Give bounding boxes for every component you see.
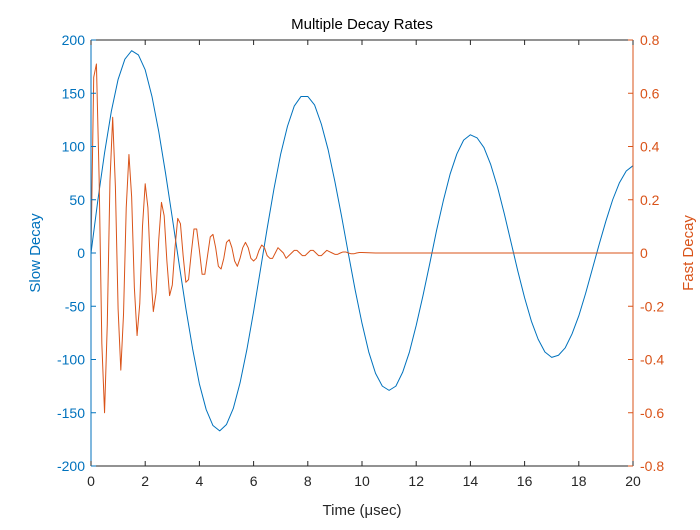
series-line-slow-decay: [90, 50, 634, 432]
y-right-tick-label: 0.6: [640, 85, 660, 101]
x-tick-label: 6: [250, 473, 258, 489]
series-line-fast-decay: [90, 63, 633, 414]
y-right-tick-label: -0.8: [640, 458, 664, 474]
y-right-tick-label: -0.6: [640, 405, 664, 421]
y-left-tick-label: -100: [57, 352, 85, 368]
y-left-tick-label: 200: [62, 32, 86, 48]
y-right-tick-label: -0.2: [640, 298, 664, 314]
y-right-tick-label: 0: [640, 245, 648, 261]
x-tick-label: 4: [196, 473, 204, 489]
y-left-tick-label: -50: [65, 298, 85, 314]
plot-layer: [90, 50, 634, 432]
y-left-tick-label: -200: [57, 458, 85, 474]
y-right-tick-label: 0.2: [640, 192, 660, 208]
y-axis-right-label: Fast Decay: [680, 215, 697, 291]
x-tick-label: 8: [304, 473, 312, 489]
y-right-tick-label: 0.8: [640, 32, 660, 48]
x-axis-label: Time (μsec): [323, 502, 402, 519]
y-left-tick-label: 150: [62, 85, 86, 101]
y-left-tick-label: 100: [62, 139, 86, 155]
y-axis-left-label: Slow Decay: [27, 213, 44, 293]
x-tick-label: 16: [517, 473, 533, 489]
x-tick-label: 2: [141, 473, 149, 489]
x-tick-label: 10: [354, 473, 370, 489]
x-tick-label: 18: [571, 473, 587, 489]
chart-title: Multiple Decay Rates: [291, 16, 433, 33]
y-left-tick-label: 0: [77, 245, 85, 261]
y-right-tick-label: -0.4: [640, 352, 664, 368]
y-right-tick-label: 0.4: [640, 139, 660, 155]
axes-layer: 0 2 4 6 8 10 12 14 16 18 20 -200 -150 -100 -50 0 50 100 15…: [57, 32, 664, 489]
x-tick-label: 14: [463, 473, 479, 489]
x-tick-label: 20: [625, 473, 641, 489]
y-left-tick-label: 50: [69, 192, 85, 208]
x-tick-label: 0: [87, 473, 95, 489]
x-tick-label: 12: [408, 473, 424, 489]
y-left-tick-label: -150: [57, 405, 85, 421]
